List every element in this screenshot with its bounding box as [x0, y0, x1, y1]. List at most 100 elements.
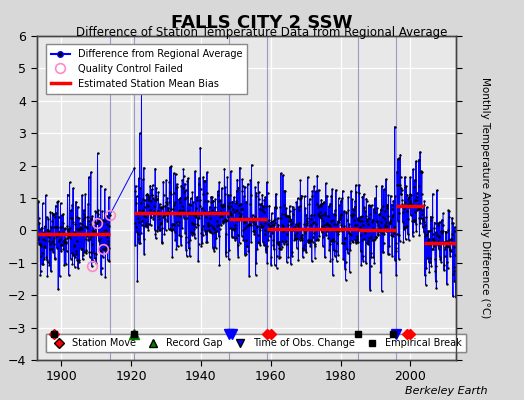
- Point: [295, 224, 303, 230]
- Point: [177, 233, 185, 240]
- Point: [373, 218, 381, 225]
- Point: [165, 179, 173, 185]
- Point: [331, 252, 339, 259]
- Point: [83, 233, 91, 239]
- Point: [238, 188, 247, 194]
- Point: [183, 194, 191, 201]
- Point: [400, 199, 409, 206]
- Point: [88, 240, 96, 247]
- Point: [297, 233, 305, 240]
- Point: [420, 202, 428, 208]
- Point: [379, 248, 387, 255]
- Point: [440, 246, 449, 252]
- Point: [93, 220, 102, 227]
- Point: [285, 214, 293, 220]
- Point: [201, 177, 209, 184]
- Point: [154, 208, 162, 214]
- Point: [254, 179, 263, 185]
- Point: [152, 193, 160, 199]
- Point: [258, 239, 267, 245]
- Point: [165, 199, 173, 205]
- Point: [298, 192, 306, 199]
- Point: [350, 212, 358, 219]
- Point: [152, 196, 161, 203]
- Point: [55, 229, 63, 236]
- Point: [395, 155, 403, 161]
- Point: [375, 211, 384, 218]
- Point: [357, 232, 365, 238]
- Point: [100, 226, 108, 233]
- Point: [361, 230, 369, 236]
- Point: [39, 236, 47, 242]
- Point: [397, 190, 406, 197]
- Point: [422, 265, 431, 271]
- Point: [272, 204, 280, 211]
- Point: [235, 210, 244, 216]
- Point: [203, 198, 212, 204]
- Point: [433, 187, 441, 194]
- Point: [272, 264, 281, 271]
- Point: [262, 249, 270, 255]
- Point: [376, 269, 385, 275]
- Point: [324, 222, 332, 228]
- Point: [446, 246, 454, 252]
- Point: [183, 208, 192, 214]
- Point: [223, 209, 231, 215]
- Point: [168, 254, 177, 260]
- Point: [381, 223, 390, 230]
- Point: [39, 230, 47, 236]
- Point: [148, 192, 156, 198]
- Point: [422, 232, 430, 238]
- Point: [180, 196, 189, 202]
- Point: [238, 182, 247, 189]
- Point: [92, 220, 101, 227]
- Point: [405, 203, 413, 210]
- Point: [40, 255, 48, 262]
- Point: [145, 221, 153, 228]
- Point: [276, 246, 284, 252]
- Point: [79, 256, 87, 262]
- Point: [307, 221, 315, 228]
- Point: [86, 236, 94, 242]
- Point: [243, 214, 251, 221]
- Point: [396, 174, 405, 180]
- Point: [433, 240, 441, 246]
- Point: [185, 253, 194, 259]
- Point: [227, 168, 235, 174]
- Point: [50, 210, 58, 217]
- Point: [182, 246, 190, 253]
- Point: [38, 261, 47, 267]
- Point: [253, 246, 261, 252]
- Point: [371, 209, 379, 215]
- Point: [165, 209, 173, 215]
- Point: [252, 193, 260, 199]
- Point: [103, 220, 111, 227]
- Point: [318, 212, 326, 218]
- Point: [199, 223, 207, 229]
- Point: [267, 254, 276, 260]
- Point: [252, 272, 260, 278]
- Point: [99, 230, 107, 236]
- Point: [283, 227, 292, 234]
- Point: [435, 234, 443, 240]
- Point: [451, 228, 459, 234]
- Point: [62, 248, 71, 254]
- Point: [216, 214, 225, 220]
- Point: [100, 230, 108, 236]
- Point: [290, 224, 299, 230]
- Point: [301, 230, 310, 236]
- Point: [159, 178, 168, 185]
- Point: [247, 239, 255, 246]
- Point: [56, 273, 64, 279]
- Point: [236, 213, 244, 220]
- Point: [141, 222, 149, 229]
- Point: [269, 242, 278, 248]
- Point: [325, 203, 333, 209]
- Point: [48, 209, 57, 216]
- Point: [37, 252, 46, 259]
- Point: [167, 191, 175, 198]
- Point: [313, 172, 322, 179]
- Point: [299, 247, 308, 253]
- Point: [62, 240, 70, 246]
- Point: [53, 232, 62, 238]
